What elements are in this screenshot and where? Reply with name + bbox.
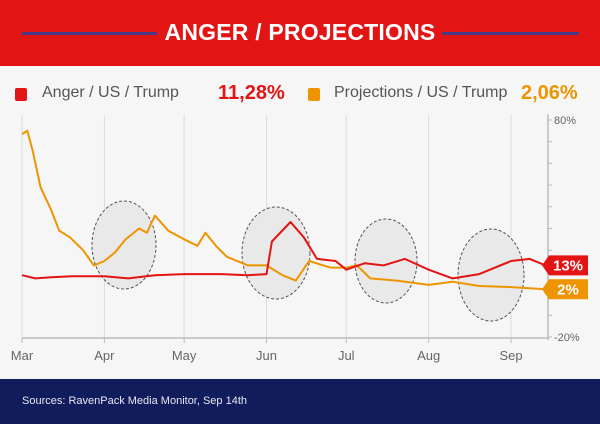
y-tick-label: 80%: [554, 115, 576, 127]
end-label-tag: [542, 255, 588, 276]
legend-swatch-projections: [308, 88, 320, 101]
x-tick-label: Mar: [11, 348, 34, 363]
page-title: ANGER / PROJECTIONS: [164, 19, 436, 45]
x-tick-label: Aug: [417, 348, 440, 363]
series-line-anger: [21, 221, 546, 280]
end-label-tag: [542, 279, 588, 300]
legend: Anger / US / Trump 11,28% Projections / …: [0, 82, 600, 108]
legend-label-anger: Anger / US / Trump: [42, 84, 179, 101]
banner-line-right: [442, 32, 579, 35]
x-tick-label: May: [172, 348, 197, 363]
legend-value-projections: 2,06%: [521, 82, 578, 104]
end-label: 13%: [553, 257, 583, 274]
y-tick-label: -20%: [554, 332, 580, 344]
x-tick-label: Jul: [338, 348, 355, 363]
highlight-ellipse: [241, 206, 311, 300]
title-banner: ANGER / PROJECTIONS: [0, 0, 600, 66]
highlight-ellipse: [91, 200, 157, 290]
series-line-projections: [21, 129, 546, 291]
legend-value-anger: 11,28%: [218, 82, 285, 104]
banner-line-left: [22, 32, 157, 35]
end-label: 2%: [557, 281, 579, 298]
line-chart: Mar Apr May Jun Jul Aug Sep 80% -20% 2% 13%: [11, 114, 588, 363]
legend-label-projections: Projections / US / Trump: [334, 84, 508, 101]
source-text: Sources: RavenPack Media Monitor, Sep 14…: [22, 395, 248, 407]
legend-swatch-anger: [15, 88, 27, 101]
x-tick-label: Jun: [256, 348, 277, 363]
highlight-ellipse: [457, 228, 525, 322]
x-tick-label: Sep: [500, 348, 523, 363]
footer: Sources: RavenPack Media Monitor, Sep 14…: [0, 379, 600, 424]
x-tick-label: Apr: [94, 348, 115, 363]
